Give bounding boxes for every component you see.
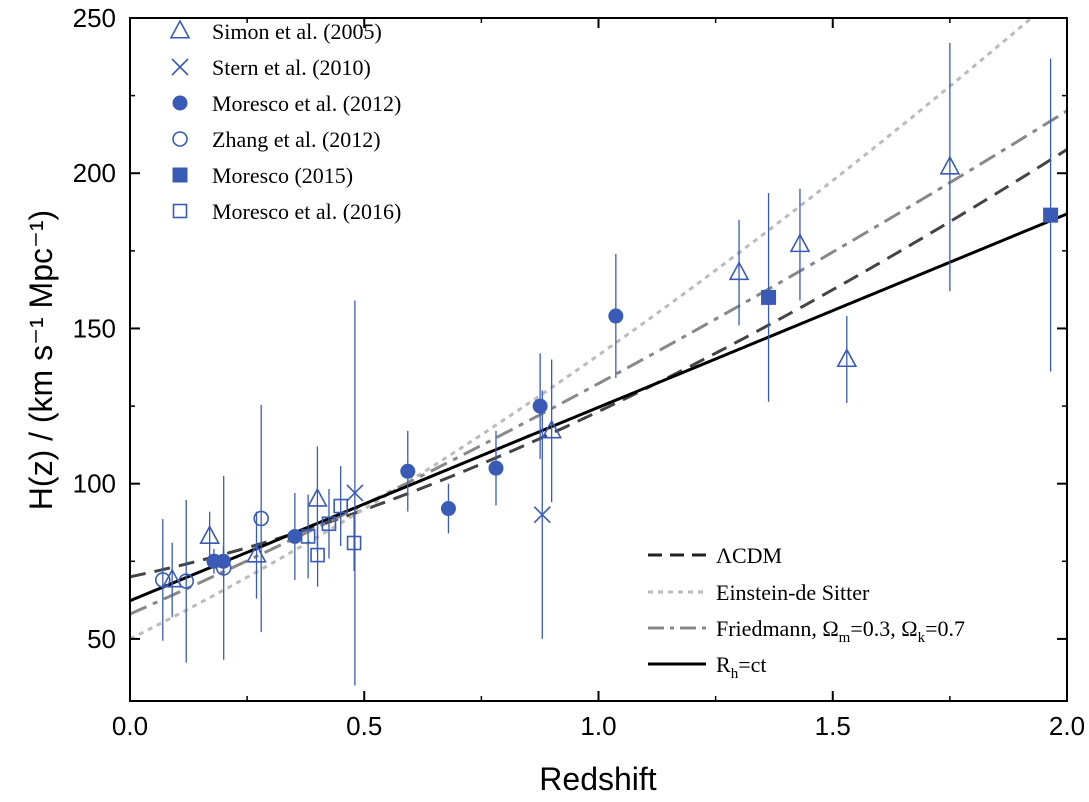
legend-lcdm-label: ΛCDM	[716, 543, 782, 568]
data-point	[400, 463, 416, 479]
data-point	[333, 498, 348, 514]
data-point	[199, 524, 220, 545]
x-tick-label: 1.5	[815, 711, 851, 741]
y-tick-label: 200	[73, 158, 116, 188]
data-point	[346, 484, 364, 502]
legend-label: Stern et al. (2010)	[212, 55, 371, 80]
data-point	[939, 155, 961, 175]
data-point	[321, 516, 337, 532]
data-point	[541, 419, 562, 439]
legend-label: Moresco et al. (2012)	[212, 91, 401, 116]
legend-marker	[171, 58, 189, 76]
legend-data-series: Simon et al. (2005) Stern et al. (2010) Mo…	[169, 19, 401, 224]
legend-label: Zhang et al. (2012)	[212, 127, 381, 152]
legend-rhct-label: Rh=ct	[716, 652, 766, 682]
legend-marker	[172, 95, 188, 111]
data-point	[789, 233, 811, 253]
data-point	[161, 568, 183, 588]
y-tick-label: 150	[73, 313, 116, 343]
data-point	[533, 506, 551, 524]
data-point	[608, 308, 624, 324]
data-point	[246, 543, 267, 563]
model-curve-rhct	[130, 212, 1067, 603]
data-point	[287, 528, 303, 544]
x-axis-title: Redshift	[539, 761, 657, 797]
legend-friedmann-label: Friedmann, Ωm=0.3, Ωk=0.7	[716, 616, 965, 646]
data-point	[154, 572, 171, 588]
cross-stroke	[171, 58, 189, 76]
model-curves	[130, 18, 1067, 641]
model-curve-friedmann	[130, 109, 1067, 616]
data-point	[836, 347, 858, 368]
legend-label: Simon et al. (2005)	[212, 19, 382, 44]
legend-marker	[172, 167, 188, 183]
data-point	[761, 289, 777, 305]
x-tick-label: 2.0	[1049, 711, 1085, 741]
data-point	[178, 573, 195, 589]
data-point	[310, 547, 325, 563]
y-tick-label: 250	[73, 3, 116, 33]
legend-label: Moresco (2015)	[212, 163, 353, 188]
x-tick-label: 0.0	[112, 711, 148, 741]
y-axis-title: H(z) / (km s⁻¹ Mpc⁻¹)	[23, 210, 59, 510]
cross-stroke	[346, 484, 364, 502]
x-tick-label: 0.5	[346, 711, 382, 741]
legend-eds-label: Einstein-de Sitter	[716, 580, 870, 605]
data-markers	[154, 155, 1059, 589]
data-point	[440, 501, 456, 517]
y-tick-label: 50	[87, 624, 116, 654]
data-point	[215, 560, 232, 576]
data-point	[728, 260, 750, 281]
y-tick-label: 100	[73, 469, 116, 499]
data-point	[1043, 207, 1059, 223]
data-point	[532, 398, 548, 414]
axis-ticks: 0.0 0.5 1.0 1.5 2.0 50 100 150 200 250	[73, 3, 1085, 741]
model-curve-eds	[130, 18, 1034, 641]
data-point	[346, 535, 362, 551]
cross-stroke	[533, 506, 551, 524]
plot-frame	[129, 17, 1068, 702]
legend-models: ΛCDM Einstein-de Sitter Friedmann, Ωm=0.…	[648, 543, 965, 682]
x-tick-label: 1.0	[580, 711, 616, 741]
data-point	[488, 460, 504, 476]
data-point	[300, 529, 316, 544]
data-point	[253, 510, 269, 527]
legend-marker	[172, 131, 188, 147]
legend-marker	[172, 203, 188, 219]
legend-label: Moresco et al. (2016)	[212, 199, 401, 224]
data-point	[307, 487, 328, 507]
legend-marker	[169, 19, 191, 39]
